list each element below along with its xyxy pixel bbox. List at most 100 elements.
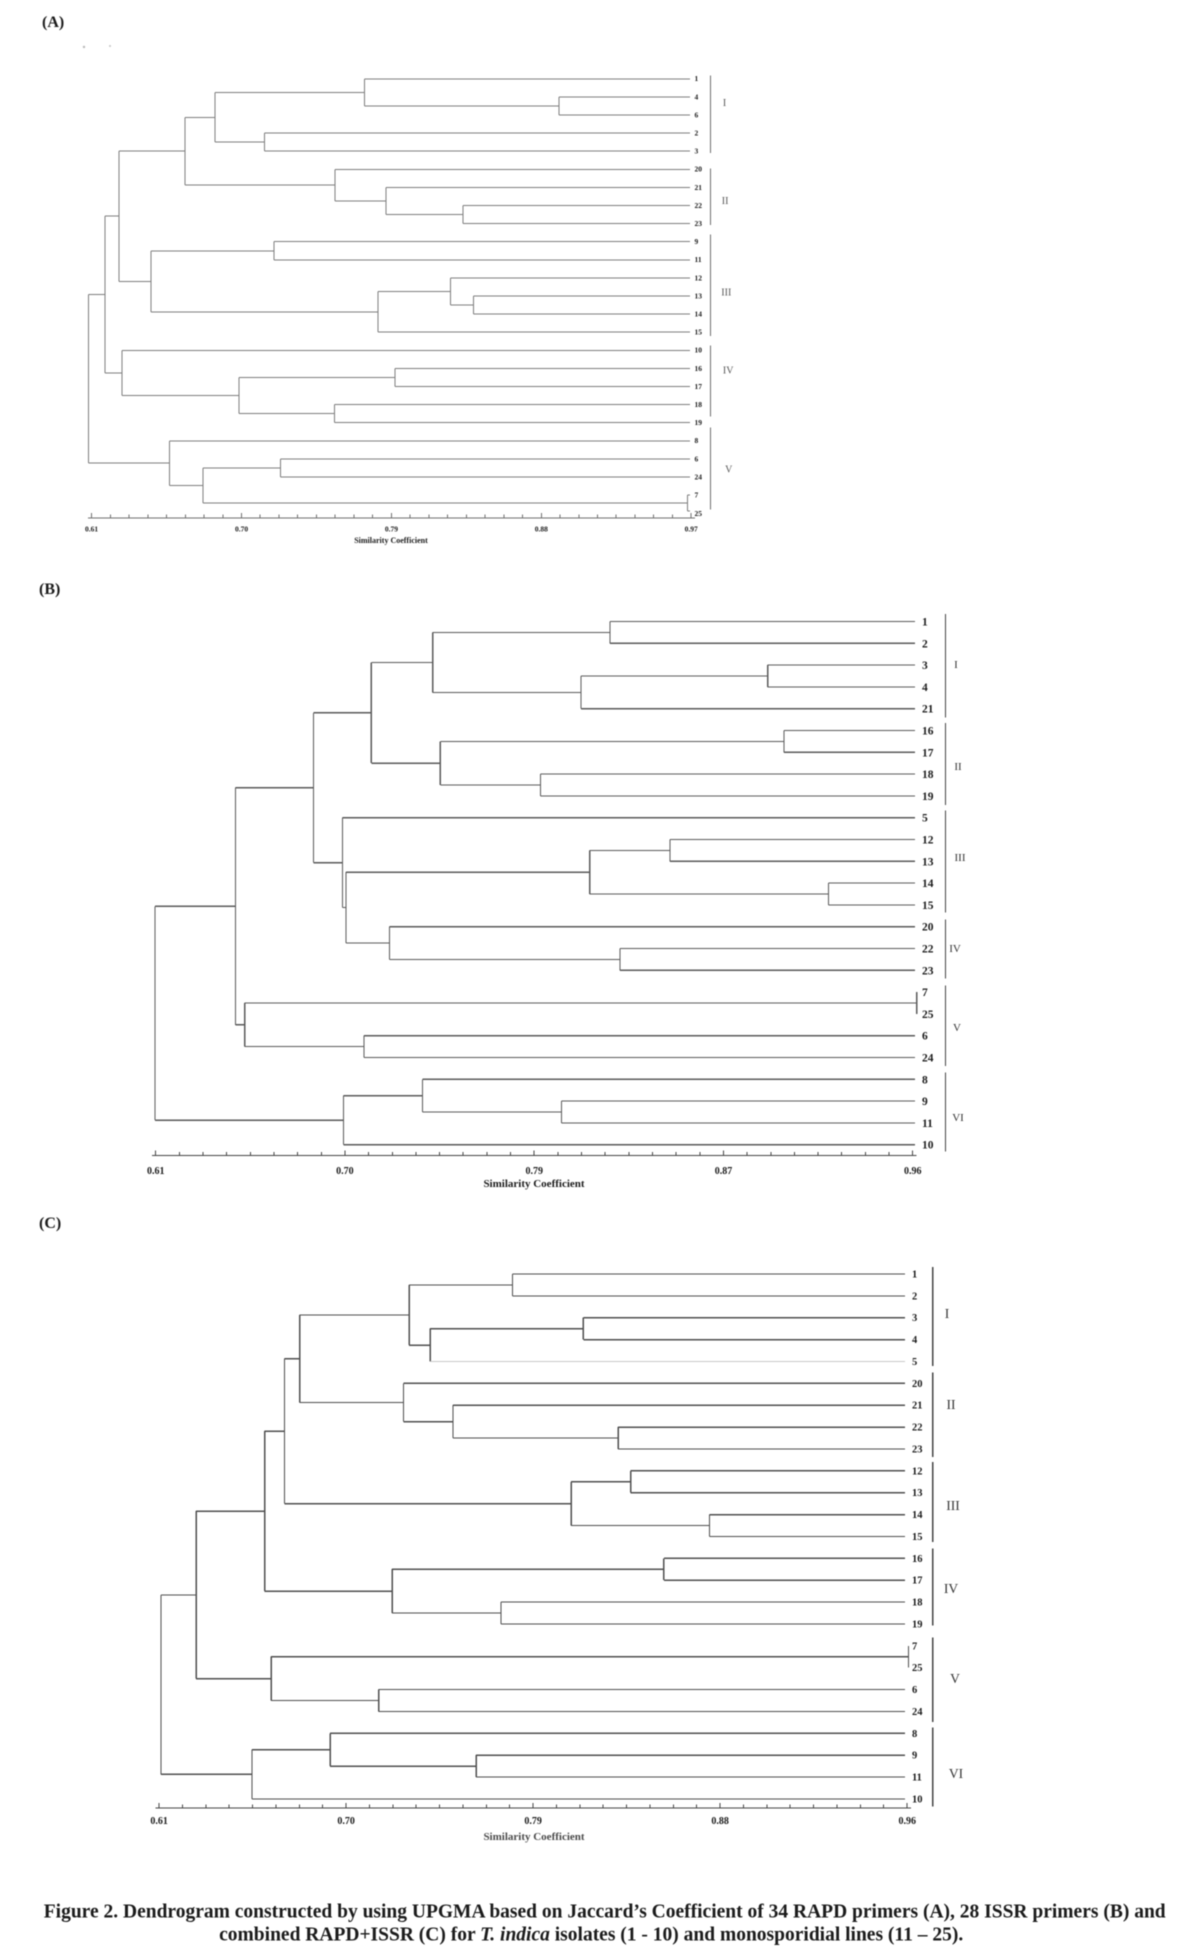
svg-text:0.88: 0.88 xyxy=(711,1816,729,1827)
svg-text:(A): (A) xyxy=(42,14,64,31)
svg-text:0.79: 0.79 xyxy=(385,525,398,534)
svg-text:23: 23 xyxy=(695,219,703,228)
svg-text:4: 4 xyxy=(922,682,928,694)
svg-text:0.88: 0.88 xyxy=(535,525,548,534)
svg-text:17: 17 xyxy=(922,747,934,759)
svg-text:10: 10 xyxy=(695,346,703,355)
svg-text:7: 7 xyxy=(922,987,928,999)
svg-text:3: 3 xyxy=(922,660,928,672)
svg-text:0.70: 0.70 xyxy=(235,525,248,534)
svg-text:1: 1 xyxy=(912,1270,917,1281)
svg-text:18: 18 xyxy=(912,1598,923,1609)
svg-text:25: 25 xyxy=(695,509,703,518)
svg-text:19: 19 xyxy=(912,1619,923,1630)
svg-text:II: II xyxy=(722,196,729,207)
svg-text:I: I xyxy=(954,659,958,671)
svg-text:I: I xyxy=(945,1306,950,1321)
svg-text:22: 22 xyxy=(912,1423,923,1434)
svg-text:4: 4 xyxy=(912,1335,918,1346)
svg-text:16: 16 xyxy=(922,726,934,738)
svg-text:24: 24 xyxy=(922,1053,934,1065)
svg-text:VI: VI xyxy=(952,1112,964,1124)
svg-text:17: 17 xyxy=(695,382,703,391)
svg-text:23: 23 xyxy=(922,965,934,977)
svg-text:3: 3 xyxy=(695,147,699,156)
svg-text:0.87: 0.87 xyxy=(715,1166,733,1177)
svg-text:24: 24 xyxy=(912,1707,923,1718)
svg-text:8: 8 xyxy=(912,1729,917,1740)
svg-text:III: III xyxy=(946,1498,960,1513)
svg-text:8: 8 xyxy=(922,1074,928,1086)
svg-text:0.96: 0.96 xyxy=(898,1816,916,1827)
svg-text:19: 19 xyxy=(922,791,934,803)
svg-text:V: V xyxy=(725,465,733,476)
svg-text:18: 18 xyxy=(695,400,703,409)
svg-text:0.79: 0.79 xyxy=(524,1816,542,1827)
svg-text:15: 15 xyxy=(695,328,703,337)
svg-text:13: 13 xyxy=(922,856,934,868)
svg-text:II: II xyxy=(954,761,962,773)
svg-text:2: 2 xyxy=(912,1291,917,1302)
svg-text:VI: VI xyxy=(949,1766,964,1781)
svg-text:16: 16 xyxy=(912,1554,923,1565)
svg-text:15: 15 xyxy=(922,900,934,912)
svg-text:9: 9 xyxy=(922,1096,928,1108)
svg-text:0.79: 0.79 xyxy=(525,1166,543,1177)
svg-text:9: 9 xyxy=(912,1751,917,1762)
svg-text:6: 6 xyxy=(695,454,699,463)
svg-text:III: III xyxy=(955,852,966,864)
svg-text:7: 7 xyxy=(912,1641,917,1652)
svg-text:24: 24 xyxy=(695,472,703,481)
svg-text:V: V xyxy=(953,1022,961,1034)
svg-text:III: III xyxy=(721,287,731,298)
svg-text:25: 25 xyxy=(912,1663,923,1674)
svg-text:10: 10 xyxy=(912,1794,923,1805)
svg-text:20: 20 xyxy=(922,922,934,934)
svg-text:0.70: 0.70 xyxy=(337,1816,355,1827)
svg-text:21: 21 xyxy=(912,1401,923,1412)
svg-text:Similarity Coefficient: Similarity Coefficient xyxy=(483,1831,584,1843)
svg-text:1: 1 xyxy=(695,74,699,83)
svg-text:(B): (B) xyxy=(39,581,60,598)
svg-text:8: 8 xyxy=(695,436,699,445)
svg-text:1: 1 xyxy=(922,617,928,629)
svg-text:3: 3 xyxy=(912,1313,917,1324)
svg-text:23: 23 xyxy=(912,1445,923,1456)
svg-text:20: 20 xyxy=(695,165,703,174)
svg-text:13: 13 xyxy=(912,1488,923,1499)
svg-text:11: 11 xyxy=(695,255,702,264)
svg-text:18: 18 xyxy=(922,769,934,781)
svg-text:14: 14 xyxy=(695,310,703,319)
svg-text:0.61: 0.61 xyxy=(85,525,98,534)
svg-text:21: 21 xyxy=(695,183,703,192)
svg-text:0.96: 0.96 xyxy=(904,1166,922,1177)
svg-text:2: 2 xyxy=(695,129,699,138)
svg-text:12: 12 xyxy=(922,835,934,847)
svg-text:combined RAPD+ISSR (C) for T.: combined RAPD+ISSR (C) for T. indica iso… xyxy=(219,1925,963,1946)
svg-text:6: 6 xyxy=(695,110,699,119)
svg-text:6: 6 xyxy=(912,1685,917,1696)
svg-text:Similarity Coefficient: Similarity Coefficient xyxy=(354,536,428,545)
svg-text:Similarity Coefficient: Similarity Coefficient xyxy=(483,1178,584,1190)
svg-text:20: 20 xyxy=(912,1379,923,1390)
svg-text:12: 12 xyxy=(912,1466,923,1477)
svg-text:0.61: 0.61 xyxy=(147,1166,165,1177)
svg-text:IV: IV xyxy=(723,366,734,377)
svg-text:IV: IV xyxy=(944,1581,958,1596)
svg-text:16: 16 xyxy=(695,364,703,373)
svg-text:(C): (C) xyxy=(39,1215,61,1232)
svg-text:Figure 2. Dendrogram construct: Figure 2. Dendrogram constructed by usin… xyxy=(44,1902,1166,1923)
svg-text:19: 19 xyxy=(695,418,703,427)
svg-text:0.61: 0.61 xyxy=(150,1816,168,1827)
svg-text:25: 25 xyxy=(922,1009,934,1021)
svg-text:5: 5 xyxy=(922,813,928,825)
svg-text:2: 2 xyxy=(922,638,928,650)
svg-text:0.70: 0.70 xyxy=(336,1166,354,1177)
svg-text:11: 11 xyxy=(922,1118,933,1130)
svg-text:14: 14 xyxy=(922,878,934,890)
svg-text:13: 13 xyxy=(695,291,703,300)
svg-text:4: 4 xyxy=(695,92,699,101)
svg-text:7: 7 xyxy=(695,491,699,500)
svg-text:9: 9 xyxy=(695,237,699,246)
svg-text:V: V xyxy=(950,1671,960,1686)
